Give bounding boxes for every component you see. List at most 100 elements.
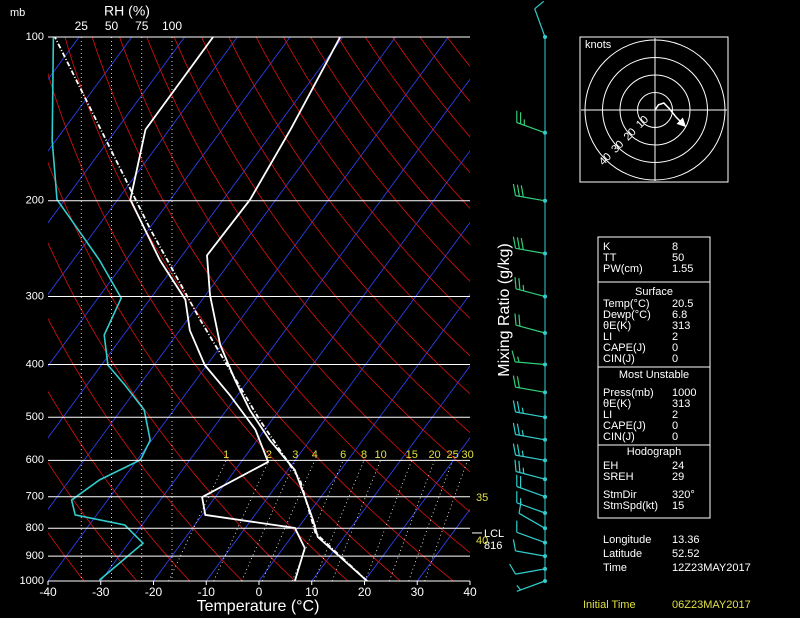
index-label: StmSpd(kt) (603, 500, 658, 512)
wind-barb (514, 459, 546, 480)
index-value: 0 (672, 353, 678, 365)
rh-tick-label: 100 (162, 19, 182, 33)
index-value: 15 (672, 500, 684, 512)
index-value: 8 (672, 241, 678, 253)
x-tick-label: 10 (305, 585, 319, 599)
y-tick-label: 200 (26, 195, 44, 207)
index-value: 320° (672, 489, 695, 501)
dry-adiabat (310, 37, 470, 246)
index-value: 20.5 (672, 298, 693, 310)
index-label: Longitude (603, 534, 651, 546)
y-unit-label: mb (10, 7, 25, 19)
x-tick-label: 0 (256, 585, 263, 599)
index-box (597, 444, 711, 519)
dry-adiabat (48, 317, 243, 581)
profile-line (54, 37, 368, 581)
index-label: SREH (603, 471, 634, 483)
isotherm (48, 37, 449, 581)
x-axis-title: Temperature (°C) (197, 598, 320, 615)
wind-barb (512, 236, 546, 255)
hodo-ring (637, 92, 673, 128)
mixing-ratio-label: 4 (312, 449, 318, 461)
index-label: StmDir (603, 489, 637, 501)
wind-barb (516, 520, 546, 544)
index-value: 24 (672, 460, 684, 472)
wind-dot (543, 579, 547, 583)
isotherm (100, 78, 470, 581)
y-tick-label: 400 (26, 358, 44, 370)
index-value: 6.8 (672, 309, 687, 321)
wind-dot (543, 294, 547, 299)
wind-barb (512, 400, 546, 418)
wind-barb (512, 539, 546, 557)
mixing-ratio-label: 3 (292, 449, 298, 461)
mixing-ratio-label: 25 (447, 449, 459, 461)
index-value: 13.36 (672, 534, 700, 546)
index-label: EH (603, 460, 618, 472)
index-label: Press(mb) (603, 387, 654, 399)
dry-adiabat (48, 390, 190, 581)
index-value: 0 (672, 342, 678, 354)
x-tick-label: -10 (198, 585, 216, 599)
x-tick-label: 40 (463, 585, 477, 599)
x-tick-label: 20 (358, 585, 372, 599)
wind-dot (543, 511, 547, 516)
mixing-ratio-label: 15 (406, 449, 418, 461)
mixing-ratio-label: 10 (375, 449, 387, 461)
x-tick-label: 30 (411, 585, 425, 599)
index-label: CIN(J) (603, 353, 635, 365)
y-tick-label: 500 (26, 411, 44, 423)
index-label: CIN(J) (603, 431, 635, 443)
wind-dot (543, 494, 547, 499)
hodo-ring (584, 39, 726, 181)
hodograph-frame (579, 36, 729, 183)
wind-dot (543, 458, 547, 463)
index-label: PW(cm) (603, 263, 643, 275)
profile-line (206, 37, 368, 581)
rh-tick-label: 75 (135, 19, 149, 33)
index-label: θE(K) (603, 320, 631, 332)
dry-adiabat (364, 37, 470, 174)
dry-adiabat (91, 37, 470, 554)
wind-dot (543, 251, 547, 256)
isotherm (48, 37, 291, 367)
section-title: Hodograph (627, 446, 681, 458)
index-label: Temp(°C) (603, 298, 650, 310)
hodo-ring (619, 74, 691, 146)
y-tick-label: 300 (26, 290, 44, 302)
index-value: 29 (672, 471, 684, 483)
y-tick-label: 800 (26, 522, 44, 534)
mixing-ratio-label: 30 (462, 449, 474, 461)
dry-adiabat (255, 37, 470, 319)
index-value: 12Z23MAY2017 (672, 562, 751, 574)
wind-barb (514, 277, 546, 298)
isotherm (205, 221, 470, 581)
hodo-trace (654, 102, 687, 128)
dry-adiabat (283, 37, 470, 282)
isotherm (364, 436, 470, 581)
y-tick-label: 700 (26, 491, 44, 503)
mixing-ratio-label: 20 (428, 449, 440, 461)
index-value: 50 (672, 252, 684, 264)
section-title: Surface (635, 286, 673, 298)
wind-barb (534, 0, 546, 38)
index-value: 0 (672, 420, 678, 432)
index-label: Dewp(°C) (603, 309, 651, 321)
wind-dot (543, 362, 547, 367)
wind-dot (543, 437, 547, 442)
isotherm (48, 37, 344, 439)
isotherm (311, 365, 470, 581)
index-label: Time (603, 562, 627, 574)
dry-adiabat (228, 37, 470, 357)
dry-adiabat (64, 37, 454, 581)
wind-dot (543, 526, 547, 531)
rh-label: RH (%) (104, 3, 150, 19)
mixing-ratio-label: 8 (361, 449, 367, 461)
wind-dot (543, 35, 547, 39)
dry-adiabat (48, 161, 349, 581)
wind-dot (543, 198, 547, 203)
lcl-label: LCL (484, 528, 504, 540)
isotherm (48, 37, 396, 511)
wind-barb (516, 580, 546, 592)
